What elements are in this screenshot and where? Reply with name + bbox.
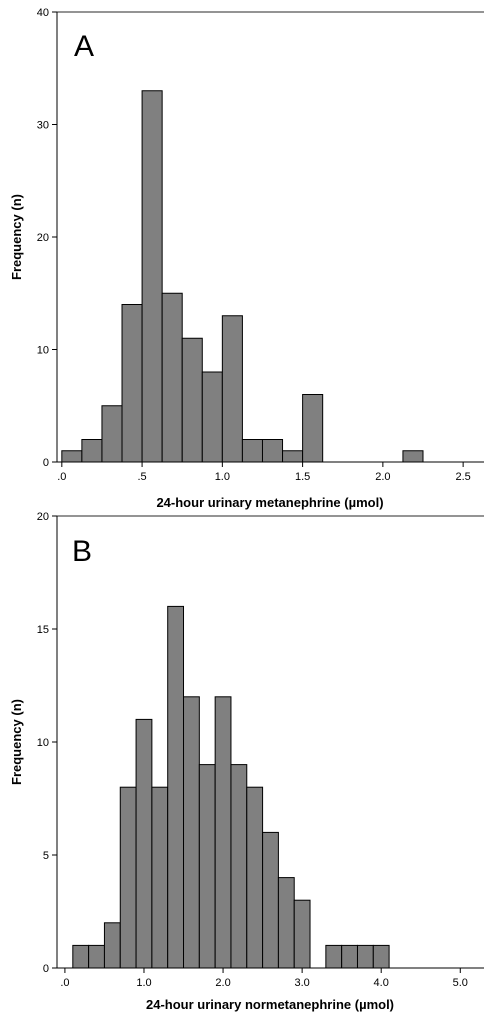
- panel-a: A 0 10 20 30 40 .0 .5 1.0 1.5 2.0 2.5 Frequency (…: [9, 7, 484, 510]
- y-tick-label: 20: [37, 511, 49, 523]
- panel-b-letter: B: [72, 535, 92, 568]
- x-tick-label: 2.0: [215, 977, 230, 989]
- x-tick-label: .5: [137, 471, 146, 483]
- histogram-bar: [246, 786, 264, 969]
- panel-b-bars: [72, 605, 390, 969]
- histogram-bar: [72, 944, 90, 969]
- histogram-bar: [103, 922, 121, 969]
- panel-a-letter: A: [74, 30, 94, 63]
- y-tick-label: 0: [43, 963, 49, 975]
- histogram-bar: [167, 605, 185, 969]
- panel-a-bars: [61, 90, 424, 463]
- y-tick-label: 20: [37, 232, 49, 244]
- histogram-bar: [261, 439, 284, 463]
- histogram-bar: [241, 439, 263, 463]
- histogram-bar: [341, 944, 358, 969]
- panel-a-x-axis-title: 24-hour urinary metanephrine (µmol): [156, 495, 383, 510]
- panel-b-y-ticks: 0 5 10 15 20: [37, 511, 57, 975]
- y-tick-label: 10: [37, 345, 49, 357]
- histogram-bar: [214, 696, 232, 969]
- y-tick-label: 30: [37, 120, 49, 132]
- x-tick-label: 1.0: [136, 977, 151, 989]
- histogram-bar: [181, 337, 203, 463]
- y-tick-label: 40: [37, 7, 49, 19]
- histogram-bar: [151, 786, 169, 969]
- histogram-bar: [135, 718, 153, 969]
- y-tick-label: 10: [37, 737, 49, 749]
- panel-b: B 0 5 10 15 20 .0 1.0 2.0 3.0 4.0 5.0 Frequency (…: [9, 511, 484, 1012]
- x-tick-label: 1.5: [295, 471, 310, 483]
- histogram-bar: [198, 764, 216, 969]
- x-tick-label: 1.0: [215, 471, 230, 483]
- panel-b-x-ticks: .0 1.0 2.0 3.0 4.0 5.0: [60, 968, 468, 989]
- histogram-bar: [81, 439, 103, 463]
- x-tick-label: .0: [57, 471, 66, 483]
- histogram-bar: [141, 90, 163, 463]
- x-tick-label: 4.0: [374, 977, 389, 989]
- y-tick-label: 5: [43, 850, 49, 862]
- x-tick-label: .0: [60, 977, 69, 989]
- histogram-bar: [372, 944, 390, 969]
- histogram-bar: [119, 786, 137, 969]
- histogram-bar: [277, 877, 295, 969]
- histogram-bar: [356, 944, 374, 969]
- panel-a-y-ticks: 0 10 20 30 40: [37, 7, 57, 469]
- histogram-bar: [61, 450, 83, 463]
- y-tick-label: 15: [37, 624, 49, 636]
- histogram-bar: [230, 764, 248, 969]
- histogram-bar: [221, 315, 243, 463]
- histogram-bar: [101, 405, 123, 463]
- x-tick-label: 2.5: [455, 471, 470, 483]
- histogram-bar: [262, 831, 279, 969]
- histogram-bar: [282, 450, 304, 463]
- histogram-bar: [121, 304, 143, 463]
- x-tick-label: 3.0: [294, 977, 309, 989]
- panel-b-x-axis-title: 24-hour urinary normetanephrine (µmol): [146, 997, 394, 1012]
- y-tick-label: 0: [43, 457, 49, 469]
- panel-b-y-axis-title: Frequency (n): [9, 699, 24, 785]
- histogram-bar: [161, 292, 183, 463]
- histogram-bar: [183, 696, 200, 969]
- histogram-bar: [325, 944, 343, 969]
- histogram-bar: [88, 944, 105, 969]
- histogram-bar: [302, 394, 324, 463]
- x-tick-label: 2.0: [375, 471, 390, 483]
- panel-a-y-axis-title: Frequency (n): [9, 194, 24, 280]
- panel-a-x-ticks: .0 .5 1.0 1.5 2.0 2.5: [57, 462, 471, 483]
- histogram-bar: [293, 899, 311, 969]
- histogram-bar: [402, 450, 424, 463]
- histogram-bar: [201, 371, 223, 463]
- x-tick-label: 5.0: [453, 977, 468, 989]
